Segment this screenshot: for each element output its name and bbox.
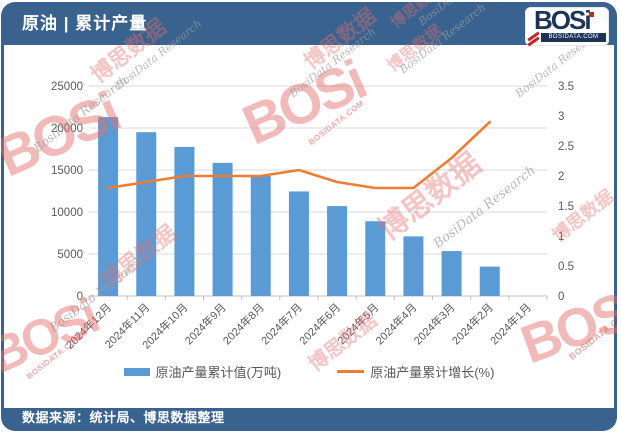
right-axis-tick-label: 2 — [558, 171, 564, 183]
bar-cumulative-value — [327, 206, 348, 296]
right-axis-tick-label: 0.5 — [558, 261, 574, 273]
bar-cumulative-value — [365, 221, 386, 296]
bosi-logo-domain: BOSIDATA.COM — [541, 33, 606, 42]
legend-item-line-series: 原油产量累计增长(%) — [337, 362, 494, 381]
bar-series-swatch-icon — [123, 367, 150, 376]
right-axis-tick-label: 3.5 — [558, 81, 574, 93]
chart-legend: 原油产量累计值(万吨) 原油产量累计增长(%) — [1, 362, 617, 381]
legend-item-bar-series: 原油产量累计值(万吨) — [123, 362, 282, 381]
right-axis-tick-label: 1 — [558, 231, 564, 243]
left-axis-tick-label: 20000 — [51, 123, 83, 135]
bar-cumulative-value — [479, 266, 500, 296]
logo-dot-icon — [589, 12, 594, 17]
header-bar — [1, 2, 617, 45]
right-axis-tick-label: 1.5 — [558, 201, 574, 213]
right-axis-tick-label: 0 — [558, 291, 564, 303]
bar-cumulative-value — [441, 251, 462, 296]
legend-label-bar-series: 原油产量累计值(万吨) — [155, 365, 282, 380]
right-axis-tick-label: 2.5 — [558, 141, 574, 153]
page-title: 原油 | 累计产量 — [22, 14, 148, 33]
bosi-logo: BOSi BOSIDATA.COM — [525, 5, 609, 47]
footer-bar — [1, 408, 617, 431]
left-border — [1, 42, 4, 411]
bosi-logo-text: BOSi — [534, 5, 592, 35]
legend-label-line-series: 原油产量累计增长(%) — [370, 365, 495, 380]
bar-cumulative-value — [98, 117, 119, 296]
left-axis-tick-label: 25000 — [51, 81, 83, 93]
bar-cumulative-value — [212, 162, 233, 296]
bar-cumulative-value — [174, 146, 195, 296]
bar-cumulative-value — [403, 236, 424, 296]
bar-cumulative-value — [288, 191, 309, 296]
left-axis-tick-label: 15000 — [51, 165, 83, 177]
data-source-note: 数据来源：统计局、博思数据整理 — [22, 410, 225, 425]
line-series-swatch-icon — [337, 370, 365, 373]
bar-cumulative-value — [136, 132, 157, 296]
right-border — [614, 42, 617, 411]
x-axis-category-label: 2024年1月 — [487, 300, 534, 347]
left-axis-tick-label: 10000 — [51, 207, 83, 219]
bar-cumulative-value — [250, 175, 271, 296]
left-axis-tick-label: 5000 — [57, 249, 83, 261]
left-axis-tick-label: 0 — [77, 291, 83, 303]
right-axis-tick-label: 3 — [558, 111, 564, 123]
line-cumulative-growth — [106, 120, 492, 190]
